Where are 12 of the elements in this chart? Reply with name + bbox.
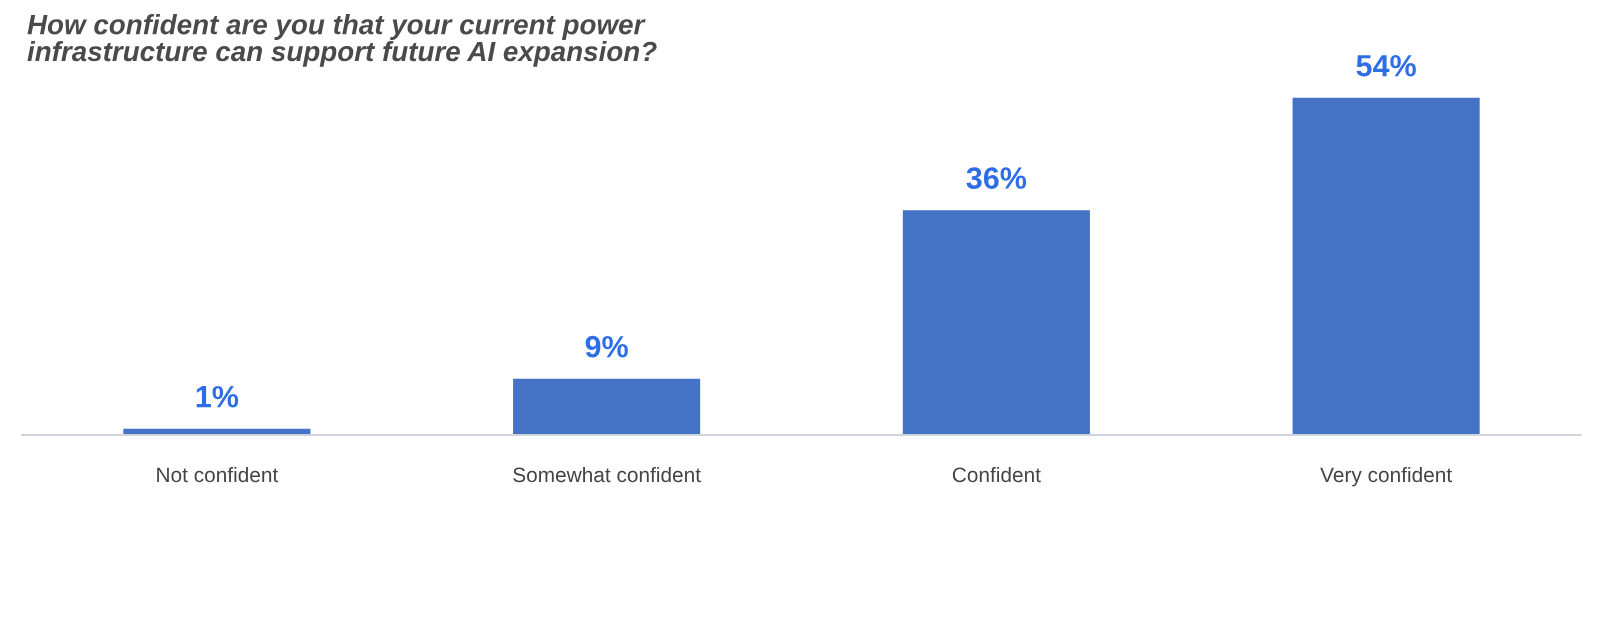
data-label: 9% — [585, 335, 628, 358]
x-tick-label: Not confident — [157, 466, 279, 483]
x-tick-label: Very confident — [1320, 466, 1452, 487]
bar — [1292, 97, 1480, 435]
x-tick-label: Confident — [952, 466, 1041, 483]
data-label: 1% — [196, 385, 239, 408]
data-label: 54% — [1356, 54, 1416, 77]
bar — [513, 378, 701, 435]
chart-title: How confident are you that your current power infrastructure can support future AI expansion? — [27, 14, 657, 67]
bar — [902, 210, 1090, 435]
x-tick-label: Somewhat confident — [513, 466, 701, 483]
data-label: 36% — [966, 167, 1027, 189]
